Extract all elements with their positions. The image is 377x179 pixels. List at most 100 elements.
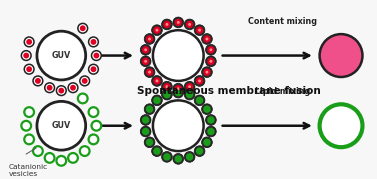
Circle shape [210, 60, 212, 63]
Circle shape [205, 71, 208, 74]
Circle shape [163, 21, 171, 28]
Circle shape [142, 128, 149, 135]
Circle shape [153, 77, 161, 85]
Circle shape [207, 116, 215, 124]
Circle shape [196, 97, 203, 104]
Circle shape [320, 34, 362, 77]
Circle shape [155, 79, 158, 82]
Circle shape [177, 21, 180, 24]
Circle shape [194, 76, 205, 86]
Circle shape [202, 104, 212, 115]
Text: Lipid mixing: Lipid mixing [255, 88, 310, 96]
Circle shape [35, 78, 41, 84]
Circle shape [207, 128, 215, 135]
Circle shape [175, 19, 182, 26]
Circle shape [24, 134, 34, 144]
Circle shape [89, 107, 98, 117]
Circle shape [140, 44, 151, 55]
Circle shape [152, 76, 162, 86]
Circle shape [68, 153, 78, 163]
Circle shape [203, 35, 211, 43]
Circle shape [186, 91, 193, 98]
Circle shape [166, 85, 169, 88]
Circle shape [152, 25, 162, 36]
Circle shape [68, 83, 78, 93]
Circle shape [175, 85, 182, 92]
Circle shape [146, 68, 153, 76]
Circle shape [24, 107, 34, 117]
Circle shape [45, 83, 55, 93]
Circle shape [26, 66, 32, 72]
Circle shape [80, 25, 86, 31]
Circle shape [188, 23, 191, 26]
Text: GUV: GUV [52, 51, 71, 60]
Circle shape [58, 88, 64, 94]
Circle shape [205, 38, 208, 40]
Circle shape [184, 89, 195, 100]
Circle shape [184, 19, 195, 30]
Circle shape [198, 29, 201, 32]
Circle shape [173, 87, 184, 98]
Circle shape [184, 81, 195, 92]
Circle shape [162, 81, 172, 92]
Circle shape [47, 85, 52, 91]
Circle shape [144, 104, 155, 115]
Circle shape [155, 29, 158, 32]
Circle shape [177, 87, 180, 90]
Circle shape [207, 58, 215, 65]
Circle shape [198, 79, 201, 82]
Circle shape [33, 76, 43, 86]
Circle shape [23, 53, 29, 59]
Text: Catanionic
vesicles: Catanionic vesicles [9, 164, 48, 177]
Circle shape [140, 126, 151, 137]
Circle shape [205, 115, 216, 125]
Circle shape [162, 19, 172, 30]
Circle shape [203, 105, 211, 113]
Circle shape [37, 31, 86, 80]
Circle shape [186, 21, 193, 28]
Circle shape [92, 51, 101, 61]
Circle shape [70, 85, 76, 91]
Circle shape [162, 151, 172, 162]
Circle shape [188, 85, 191, 88]
Circle shape [148, 71, 151, 74]
Circle shape [146, 139, 153, 146]
Circle shape [194, 146, 205, 156]
Circle shape [140, 115, 151, 125]
Circle shape [153, 147, 161, 155]
Circle shape [205, 44, 216, 55]
Circle shape [196, 77, 203, 85]
Circle shape [78, 94, 87, 103]
Circle shape [82, 78, 87, 84]
Circle shape [194, 95, 205, 106]
Circle shape [152, 95, 162, 106]
Circle shape [162, 89, 172, 100]
Circle shape [89, 37, 98, 47]
Circle shape [90, 66, 97, 72]
Circle shape [21, 51, 31, 61]
Circle shape [144, 67, 155, 78]
Circle shape [202, 34, 212, 44]
Circle shape [163, 83, 171, 90]
Circle shape [78, 23, 87, 33]
Circle shape [184, 151, 195, 162]
Circle shape [173, 154, 184, 164]
Circle shape [196, 147, 203, 155]
Circle shape [37, 101, 86, 150]
Circle shape [144, 137, 155, 148]
Circle shape [166, 23, 169, 26]
Circle shape [205, 56, 216, 67]
Circle shape [146, 35, 153, 43]
Circle shape [90, 39, 97, 45]
Circle shape [153, 26, 161, 34]
Circle shape [146, 105, 153, 113]
Circle shape [202, 67, 212, 78]
Circle shape [175, 155, 182, 163]
Circle shape [140, 56, 151, 67]
Circle shape [33, 146, 43, 156]
Circle shape [80, 146, 90, 156]
Circle shape [93, 53, 99, 59]
Circle shape [163, 91, 171, 98]
Circle shape [142, 58, 149, 65]
Circle shape [152, 146, 162, 156]
